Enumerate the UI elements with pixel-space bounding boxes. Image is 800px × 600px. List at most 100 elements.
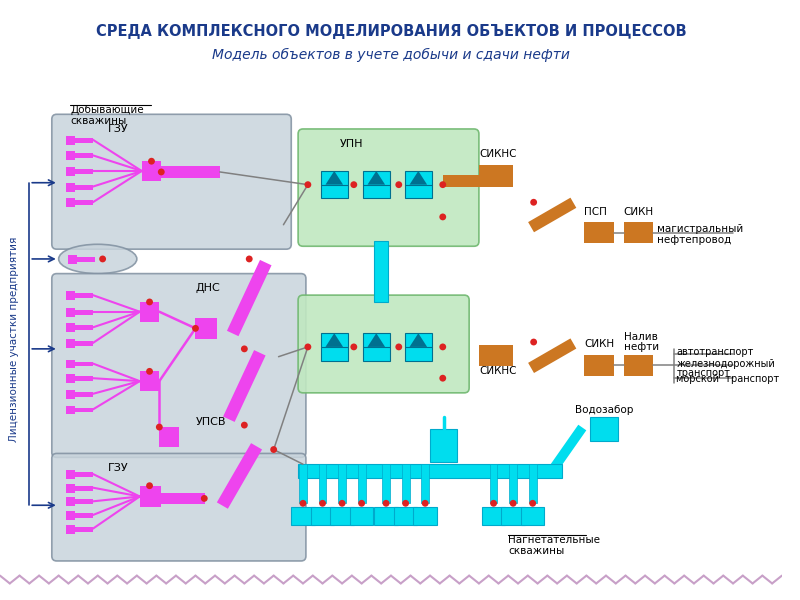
Bar (66, 406, 75, 415)
Bar (75, 376, 93, 381)
Bar (291, 507, 314, 525)
Polygon shape (227, 260, 271, 336)
Bar (66, 183, 75, 191)
Bar (66, 339, 75, 348)
Bar (405, 333, 432, 361)
Circle shape (192, 325, 199, 332)
Text: УПСВ: УПСВ (195, 417, 226, 427)
Bar (66, 167, 75, 176)
Text: Лицензионные участки предприятия: Лицензионные участки предприятия (9, 236, 18, 442)
Text: железнодорожный: железнодорожный (676, 359, 775, 368)
Bar (75, 513, 93, 518)
Circle shape (305, 181, 311, 188)
Polygon shape (367, 171, 385, 185)
Bar (66, 390, 75, 399)
Circle shape (241, 422, 248, 428)
Polygon shape (326, 333, 343, 347)
Bar (510, 464, 517, 503)
Bar (482, 507, 506, 525)
Bar (66, 484, 75, 493)
Bar (162, 493, 206, 504)
Circle shape (319, 500, 326, 507)
Bar (321, 171, 348, 199)
Circle shape (439, 214, 446, 220)
Bar (529, 464, 537, 503)
Polygon shape (442, 175, 480, 187)
Bar (585, 222, 614, 244)
Text: УПН: УПН (340, 139, 364, 149)
Bar (66, 511, 75, 520)
Bar (75, 169, 93, 174)
Circle shape (270, 446, 277, 453)
Polygon shape (528, 197, 576, 232)
Circle shape (530, 199, 537, 206)
Bar (318, 464, 326, 503)
Bar (66, 291, 75, 300)
Bar (330, 507, 354, 525)
Bar (75, 362, 93, 367)
Bar (298, 464, 562, 478)
Bar (479, 345, 513, 367)
Bar (402, 464, 410, 503)
Bar (140, 486, 162, 507)
Text: Водозабор: Водозабор (575, 406, 634, 415)
Bar (479, 165, 513, 187)
Bar (66, 308, 75, 317)
Text: автотранспорт: автотранспорт (676, 347, 754, 357)
Circle shape (402, 500, 409, 507)
Bar (414, 507, 437, 525)
Polygon shape (217, 443, 262, 509)
Bar (490, 464, 498, 503)
FancyBboxPatch shape (52, 454, 306, 561)
Bar (521, 507, 545, 525)
Bar (142, 161, 162, 181)
Bar (430, 429, 458, 462)
Circle shape (510, 500, 517, 507)
Circle shape (358, 500, 365, 507)
Bar (75, 407, 93, 412)
Polygon shape (326, 171, 343, 185)
Circle shape (338, 500, 346, 507)
Bar (140, 302, 159, 322)
Text: магистральный: магистральный (657, 224, 743, 234)
Text: ДНС: ДНС (195, 283, 220, 293)
Text: СИКНС: СИКНС (479, 149, 517, 158)
Bar (590, 417, 618, 441)
Bar (75, 341, 93, 346)
FancyBboxPatch shape (52, 114, 291, 249)
Bar (66, 151, 75, 160)
Text: СИКН: СИКН (585, 339, 614, 349)
Bar (338, 464, 346, 503)
Circle shape (439, 343, 446, 350)
FancyBboxPatch shape (298, 129, 479, 246)
Text: нефтепровод: нефтепровод (657, 235, 731, 245)
Bar (78, 257, 95, 262)
Bar (311, 507, 334, 525)
Text: Добывающие
скважины: Добывающие скважины (70, 104, 144, 126)
Bar (358, 464, 366, 503)
Text: ГЗУ: ГЗУ (107, 124, 128, 134)
Bar (362, 171, 390, 199)
Circle shape (146, 368, 153, 375)
Bar (374, 507, 398, 525)
Bar (362, 333, 390, 361)
Bar (321, 333, 348, 361)
Bar (66, 497, 75, 506)
Text: ПСП: ПСП (585, 207, 607, 217)
Bar (75, 200, 93, 205)
Circle shape (201, 495, 208, 502)
Polygon shape (547, 425, 586, 475)
Polygon shape (410, 333, 427, 347)
Bar (66, 136, 75, 145)
Text: Налив: Налив (623, 332, 658, 342)
Bar (75, 138, 93, 143)
Circle shape (422, 500, 429, 507)
Circle shape (439, 375, 446, 382)
Circle shape (305, 343, 311, 350)
Polygon shape (410, 171, 427, 185)
Bar (162, 166, 220, 178)
Text: Нагнетательные
скважины: Нагнетательные скважины (508, 535, 600, 556)
Text: нефти: нефти (623, 342, 658, 352)
Ellipse shape (58, 244, 137, 274)
Bar (382, 464, 390, 503)
